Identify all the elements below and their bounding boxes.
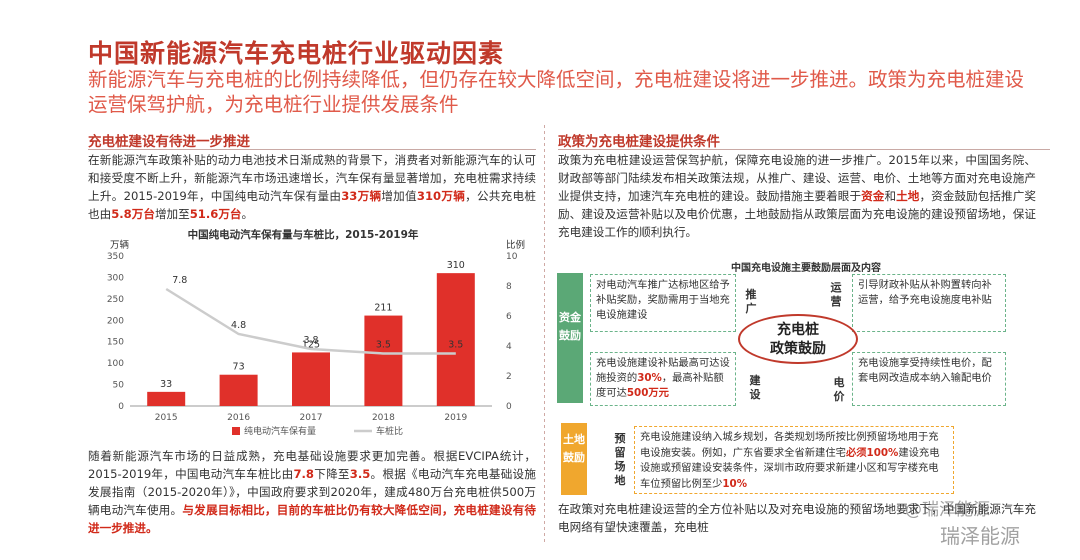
ratio-value-label: 3.8 <box>303 335 318 346</box>
x-tick-label: 2016 <box>227 413 250 423</box>
diagram-title: 中国充电设施主要鼓励层面及内容 <box>731 263 881 274</box>
y2-tick-label: 10 <box>506 252 518 262</box>
land-incentive-label: 土地鼓励 <box>561 423 587 495</box>
bar-value-label: 125 <box>302 339 320 350</box>
y-tick-label: 350 <box>107 252 124 262</box>
chart-title: 中国纯电动汽车保有量与车桩比，2015-2019年 <box>187 229 419 241</box>
ratio-value-label: 3.5 <box>376 340 391 351</box>
bar-value-label: 73 <box>233 362 245 373</box>
legend-swatch-bars <box>232 427 240 435</box>
left-paragraph-2: 随着新能源汽车市场的日益成熟，充电基础设施要求更加完善。根据EVCIPA统计，2… <box>88 449 536 535</box>
build-box: 充电设施建设补贴最高可达设施投资的30%，最高补贴额度可达500万元 <box>590 352 736 406</box>
ratio-value-label: 3.5 <box>448 340 463 351</box>
watermark-weibo: @瑞泽能源 <box>905 500 990 520</box>
x-tick-label: 2018 <box>372 413 395 423</box>
y-tick-label: 250 <box>107 295 124 305</box>
ratio-line <box>165 287 456 355</box>
ev-chart: 万辆 比例 0 50 100 150 200 250 300 350 0 2 4 6 8 10 33 2015 73… <box>107 239 525 437</box>
bar <box>436 273 475 406</box>
page-title: 中国新能源汽车充电桩行业驱动因素 <box>88 39 505 68</box>
y-tick-label: 150 <box>107 338 124 348</box>
y-axis-title: 万辆 <box>110 239 130 251</box>
y2-tick-label: 8 <box>506 282 512 292</box>
right-section-heading: 政策为充电桩建设提供条件 <box>558 134 720 150</box>
x-tick-label: 2017 <box>300 413 323 423</box>
right-heading-divider <box>558 149 1050 150</box>
y2-axis-title: 比例 <box>506 239 525 251</box>
y2-tick-label: 0 <box>506 402 512 412</box>
y-tick-label: 300 <box>107 273 124 283</box>
page-subtitle: 新能源汽车与充电桩的比例持续降低，但仍存在较大降低空间，充电桩建设将进一步推进。… <box>88 68 1025 116</box>
x-tick-label: 2015 <box>155 413 178 423</box>
left-paragraph-1: 在新能源汽车政策补贴的动力电池技术日渐成熟的背景下，消费者对新能源汽车的认可和接… <box>88 153 536 221</box>
column-divider <box>544 125 545 545</box>
promote-box: 对电动汽车推广达标地区给予补贴奖励，奖励需用于当地充电设施建设 <box>590 274 736 332</box>
promote-label: 推广 <box>745 288 757 315</box>
x-tick-label: 2019 <box>444 413 467 423</box>
legend-label-ratio: 车桩比 <box>376 425 403 437</box>
ratio-value-label: 4.8 <box>231 320 246 331</box>
right-paragraph-1: 政策为充电桩建设运营保驾护航，保障充电设施的进一步推广。2015年以来，中国国务… <box>558 153 1036 239</box>
y2-tick-label: 2 <box>506 372 512 382</box>
bar-value-label: 211 <box>374 303 392 314</box>
bar-value-label: 33 <box>160 379 172 390</box>
left-heading-divider <box>88 149 536 150</box>
bar <box>364 315 403 406</box>
y-tick-label: 0 <box>118 402 124 412</box>
reserve-box: 充电设施建设纳入城乡规划，各类规划场所按比例预留场地用于充电设施安装。例如，广东… <box>634 426 954 494</box>
y2-tick-label: 4 <box>506 342 512 352</box>
bar <box>292 352 330 406</box>
ratio-value-label: 7.8 <box>172 275 187 286</box>
y-tick-label: 100 <box>107 359 124 369</box>
reserve-label: 预留场地 <box>614 432 626 487</box>
policy-center-ellipse: 充电桩 政策鼓励 <box>738 314 858 364</box>
legend-label-bars: 纯电动汽车保有量 <box>244 425 316 437</box>
bar <box>219 374 258 406</box>
y-tick-label: 200 <box>107 316 124 326</box>
y2-tick-label: 6 <box>506 312 512 322</box>
operate-label: 运营 <box>830 281 842 308</box>
bar <box>147 391 186 406</box>
price-box: 充电设施享受持续性电价，配套电网改造成本纳入输配电价 <box>852 352 1006 406</box>
bar-value-label: 310 <box>447 260 465 271</box>
fund-incentive-label: 资金鼓励 <box>557 273 583 403</box>
price-label: 电价 <box>833 376 845 403</box>
right-paragraph-2: 在政策对充电桩建设运营的全方位补贴以及对充电设施的预留场地要求下，中国新能源汽车… <box>558 502 1036 534</box>
operate-box: 引导财政补贴从补购置转向补运营，给予充电设施度电补贴 <box>852 274 1006 332</box>
y-tick-label: 50 <box>113 381 125 391</box>
left-section-heading: 充电桩建设有待进一步推进 <box>88 134 250 150</box>
watermark-brand: 瑞泽能源 <box>940 524 1020 548</box>
build-label: 建设 <box>749 374 761 401</box>
